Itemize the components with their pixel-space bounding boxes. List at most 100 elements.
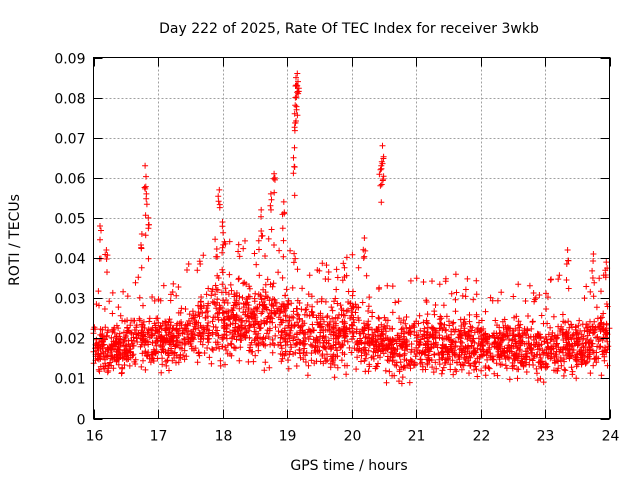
roti-point: [472, 349, 479, 356]
roti-point: [168, 348, 174, 354]
roti-point: [453, 289, 460, 296]
roti-point: [331, 362, 338, 368]
roti-point: [270, 303, 277, 310]
roti-point: [568, 343, 575, 350]
roti-point: [291, 127, 298, 134]
roti-point: [455, 328, 462, 335]
axis-ticks: 0 0.01 0.02 0.03 0.04 0.05 0.06 0.07 0.08 0.09 16 1…: [54, 52, 619, 445]
roti-point: [545, 354, 552, 360]
roti-point: [440, 364, 447, 371]
x-tick-label: 18: [215, 429, 233, 445]
roti-point: [579, 359, 586, 366]
roti-point: [205, 300, 212, 307]
roti-point: [280, 237, 287, 244]
roti-point: [394, 346, 401, 352]
roti-point: [204, 308, 211, 315]
roti-point: [261, 367, 268, 374]
roti-point: [452, 326, 459, 333]
y-tick-label: 0.07: [54, 132, 85, 148]
roti-point: [236, 275, 242, 282]
roti-point: [184, 322, 191, 329]
roti-point: [266, 318, 273, 325]
roti-point: [585, 353, 592, 360]
roti-point: [294, 89, 301, 96]
roti-point: [443, 356, 450, 363]
roti-point: [291, 164, 298, 170]
roti-point: [461, 351, 468, 358]
roti-point: [308, 308, 315, 315]
roti-point: [166, 367, 172, 374]
roti-point: [365, 303, 372, 310]
roti-point: [294, 112, 301, 119]
roti-point: [111, 330, 118, 336]
roti-point: [159, 361, 166, 368]
roti-point: [278, 342, 285, 349]
roti-point: [379, 142, 386, 149]
roti-point: [593, 349, 600, 356]
roti-point: [382, 367, 389, 374]
roti-point: [314, 319, 321, 326]
roti-point: [361, 253, 368, 260]
roti-point: [600, 321, 607, 328]
roti-point: [378, 165, 385, 172]
roti-point: [389, 283, 396, 290]
roti-point: [152, 350, 159, 357]
roti-point: [355, 341, 362, 347]
roti-point: [365, 368, 372, 375]
roti-point: [452, 296, 459, 303]
roti-point: [355, 314, 362, 321]
roti-point: [236, 253, 243, 260]
roti-point: [197, 261, 204, 267]
roti-point: [377, 354, 383, 361]
roti-point: [236, 357, 243, 364]
roti-point: [339, 349, 346, 356]
roti-point: [314, 299, 321, 305]
roti-point: [148, 333, 155, 339]
roti-point: [534, 330, 541, 337]
roti-point: [556, 328, 563, 334]
roti-point: [146, 315, 153, 322]
roti-point: [332, 295, 339, 302]
roti-point: [337, 302, 344, 309]
roti-point: [296, 346, 303, 353]
roti-point: [395, 298, 402, 305]
roti-point: [257, 292, 264, 299]
roti-point: [510, 293, 517, 300]
roti-point: [384, 317, 391, 324]
roti-point: [309, 327, 316, 334]
roti-point: [598, 326, 605, 333]
roti-point: [264, 276, 271, 283]
roti-point: [429, 278, 435, 285]
roti-point: [117, 336, 124, 343]
roti-point: [558, 362, 565, 369]
roti-point: [219, 249, 226, 256]
roti-point: [493, 360, 500, 367]
roti-point: [98, 338, 105, 345]
roti-point: [470, 296, 477, 303]
roti-point: [183, 353, 190, 360]
roti-point: [573, 329, 580, 336]
roti-point: [150, 358, 157, 364]
roti-point: [348, 349, 355, 356]
roti-point: [594, 343, 601, 350]
roti-point: [131, 317, 138, 324]
roti-point: [291, 322, 298, 329]
x-tick-label: 23: [537, 429, 555, 445]
roti-point: [282, 305, 289, 311]
roti-point: [584, 323, 591, 329]
roti-point: [329, 307, 336, 314]
roti-point: [104, 252, 111, 259]
roti-point: [201, 350, 208, 356]
roti-point: [342, 328, 349, 335]
roti-point: [432, 359, 439, 366]
roti-point: [407, 331, 414, 338]
roti-point: [191, 331, 198, 338]
roti-point: [339, 342, 346, 349]
roti-point: [368, 354, 375, 361]
roti-point: [563, 277, 570, 283]
roti-point: [219, 343, 226, 350]
roti-point: [494, 322, 500, 329]
roti-point: [445, 336, 452, 343]
roti-point: [107, 344, 114, 351]
roti-point: [523, 369, 530, 375]
